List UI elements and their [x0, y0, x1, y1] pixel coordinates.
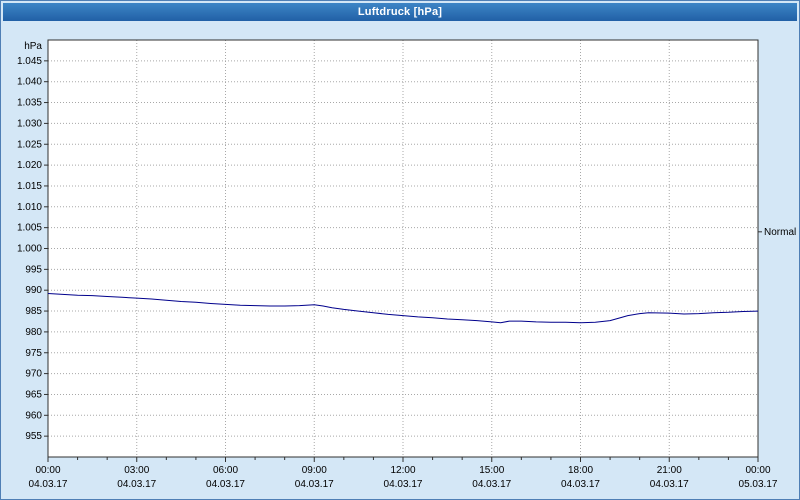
x-date-label: 04.03.17 [295, 479, 334, 490]
y-tick-label: 1.005 [17, 223, 42, 234]
y-axis-unit: hPa [24, 41, 42, 52]
y-tick-label: 1.030 [17, 118, 42, 129]
x-tick-label: 06:00 [213, 465, 238, 476]
x-tick-label: 00:00 [35, 465, 60, 476]
y-tick-label: 1.010 [17, 202, 42, 213]
plot-border [47, 39, 759, 458]
x-date-label: 04.03.17 [29, 479, 68, 490]
y-tick-label: 1.025 [17, 139, 42, 150]
x-date-label: 04.03.17 [561, 479, 600, 490]
y-tick-label: 970 [25, 369, 42, 380]
x-date-label: 04.03.17 [384, 479, 423, 490]
x-date-label: 04.03.17 [206, 479, 245, 490]
y-tick-label: 1.040 [17, 77, 42, 88]
x-tick-label: 12:00 [390, 465, 415, 476]
y-tick-label: 955 [25, 431, 42, 442]
y-tick-label: 985 [25, 306, 42, 317]
y-tick-label: 965 [25, 389, 42, 400]
y-tick-label: 980 [25, 327, 42, 338]
y-tick-label: 995 [25, 264, 42, 275]
y-tick-label: 1.045 [17, 56, 42, 67]
x-date-label: 04.03.17 [117, 479, 156, 490]
y-tick-label: 1.035 [17, 98, 42, 109]
x-tick-label: 18:00 [568, 465, 593, 476]
y-tick-label: 990 [25, 285, 42, 296]
window-title-bar: Luftdruck [hPa] [3, 3, 797, 21]
x-tick-label: 15:00 [479, 465, 504, 476]
y-tick-label: 960 [25, 410, 42, 421]
x-date-label: 04.03.17 [650, 479, 689, 490]
y-tick-label: 975 [25, 348, 42, 359]
x-date-label: 04.03.17 [472, 479, 511, 490]
x-tick-label: 03:00 [124, 465, 149, 476]
normal-label: Normal [764, 227, 796, 238]
pressure-line [47, 293, 759, 324]
x-tick-label: 21:00 [657, 465, 682, 476]
window-title: Luftdruck [hPa] [357, 6, 443, 18]
pressure-chart: 955 960 965 970 975 980 985 990 995 1.000 1.005 1.0… [17, 39, 796, 490]
x-tick-label: 00:00 [745, 465, 770, 476]
y-tick-label: 1.020 [17, 160, 42, 171]
x-date-label: 05.03.17 [739, 479, 778, 490]
y-tick-label: 1.000 [17, 244, 42, 255]
y-tick-label: 1.015 [17, 181, 42, 192]
x-tick-label: 09:00 [302, 465, 327, 476]
